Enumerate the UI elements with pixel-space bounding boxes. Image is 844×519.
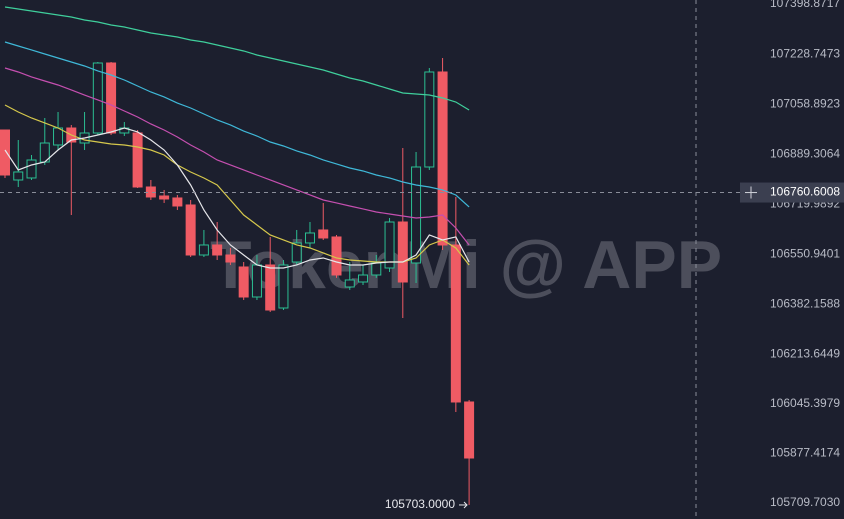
y-tick-label: 107398.8717	[770, 0, 840, 10]
candle-body	[92, 62, 103, 134]
y-tick-label: 105709.7030	[770, 495, 840, 509]
y-tick-label: 106382.1588	[770, 297, 840, 311]
moving-average-line	[4, 127, 470, 269]
candle-body	[145, 186, 156, 198]
candle-body	[13, 171, 24, 181]
y-tick-label: 106550.9401	[770, 247, 840, 261]
crosshair-label: 106760.6008	[770, 185, 840, 199]
candle-body	[450, 244, 461, 403]
moving-average-line	[4, 67, 470, 246]
candle-body	[424, 71, 435, 168]
candle-body	[53, 127, 64, 146]
candle-body	[132, 132, 143, 188]
y-tick-label: 106045.3979	[770, 396, 840, 410]
candle-body	[397, 221, 408, 283]
candle-body	[172, 197, 183, 207]
y-tick-label: 107058.8923	[770, 97, 840, 111]
crosshair-label-box	[740, 182, 844, 203]
candle-body	[26, 159, 37, 179]
candle-body	[159, 195, 170, 200]
candle-body	[371, 262, 382, 276]
moving-average-line	[4, 41, 470, 208]
candle-body	[106, 62, 117, 134]
moving-average-line	[4, 6, 470, 111]
candle-body	[384, 221, 395, 269]
candle-body	[198, 244, 209, 256]
candle-body	[212, 244, 223, 256]
candle-body	[225, 254, 236, 263]
candle-body	[304, 232, 315, 244]
candle-body	[437, 71, 448, 246]
candle-body	[185, 204, 196, 256]
y-tick-label: 105877.4174	[770, 446, 840, 460]
candle-body	[238, 266, 249, 298]
min-arrow-head	[463, 501, 468, 509]
y-tick-label: 106213.6449	[770, 346, 840, 360]
candle-body	[291, 242, 302, 263]
candle-body	[344, 279, 355, 288]
candle-body	[411, 166, 422, 264]
min-price-label: 105703.0000	[385, 497, 455, 511]
candle-body	[331, 236, 342, 276]
y-tick-label: 107228.7473	[770, 46, 840, 60]
candle-body	[0, 129, 10, 176]
candle-body	[265, 264, 276, 311]
candle-body	[358, 274, 369, 283]
candle-body	[464, 401, 475, 459]
candle-body	[251, 264, 262, 298]
candle-body	[318, 229, 329, 239]
candle-body	[278, 264, 289, 309]
y-tick-label: 106889.3064	[770, 147, 840, 161]
